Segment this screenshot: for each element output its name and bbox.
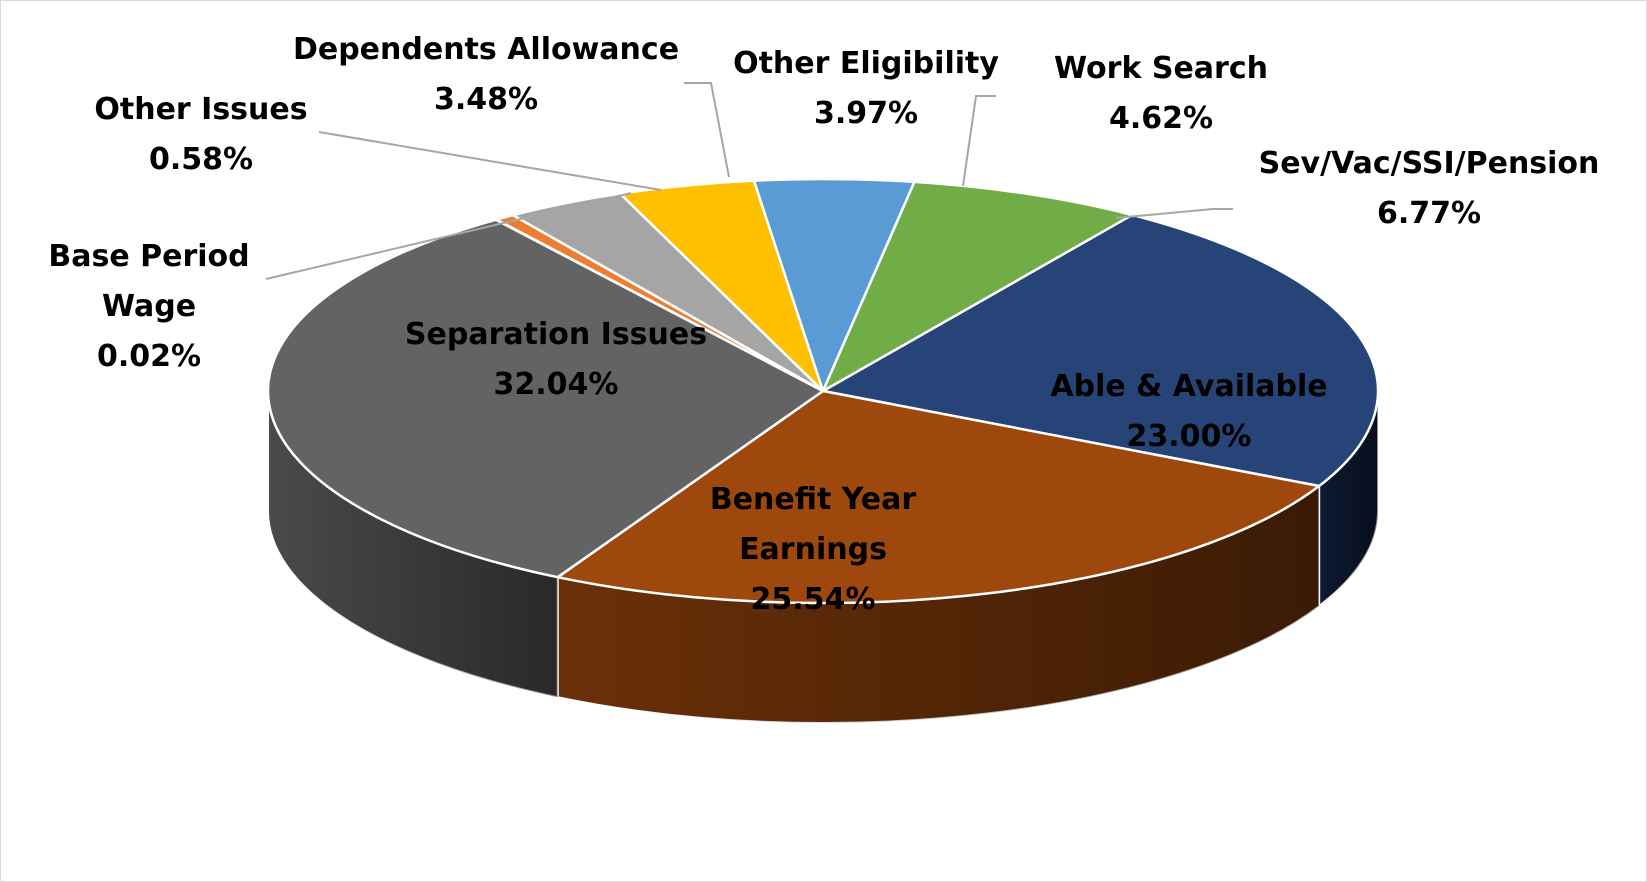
data-label-name: Work Search [1054, 51, 1268, 86]
data-label-value: 0.02% [97, 339, 201, 374]
data-label-name: Sev/Vac/SSI/Pension [1259, 146, 1600, 181]
leader-lines [265, 82, 1233, 280]
data-label-name: Base Period [48, 239, 249, 274]
data-label-able-and-available: Able & Available 23.00% [1050, 369, 1327, 454]
side-wall-shade-able-and-available [1319, 391, 1379, 607]
data-label-dependents-allowance: Dependents Allowance 3.48% [293, 32, 679, 117]
data-label-value: 25.54% [751, 582, 876, 617]
data-label-value: 3.48% [434, 82, 538, 117]
slice-sev-vac-ssi-pension[interactable] [821, 180, 1134, 393]
data-label-value: 6.77% [1377, 196, 1481, 231]
data-label-value: 23.00% [1127, 419, 1252, 454]
data-label-name: Other Eligibility [733, 46, 999, 81]
data-label-sev-vac-ssi-pension: Sev/Vac/SSI/Pension 6.77% [1259, 146, 1600, 231]
data-label-other-eligibility: Other Eligibility 3.97% [733, 46, 999, 131]
leader-line-base-period-wage [265, 192, 632, 280]
leader-line-other-issues [318, 131, 662, 191]
data-label-separation-issues: Separation Issues 32.04% [405, 317, 707, 402]
leader-line-other-eligibility [962, 95, 996, 187]
data-label-value: 3.97% [814, 96, 918, 131]
slice-separation-issues[interactable] [266, 218, 825, 579]
leader-line-sev-vac-ssi-pension [1115, 208, 1233, 219]
data-label-other-issues: Other Issues 0.58% [94, 92, 307, 177]
side-wall-shade-separation-issues [268, 391, 558, 698]
side-wall-shade-benefit-year-earnings [557, 486, 1320, 723]
data-label-value: 0.58% [149, 142, 253, 177]
pie-slices [266, 177, 1380, 605]
slice-work-search[interactable] [752, 177, 916, 393]
data-label-name: Benefit Year [710, 482, 916, 517]
data-label-value: 4.62% [1109, 101, 1213, 136]
data-label-name: Separation Issues [405, 317, 707, 352]
data-label-name: Wage [102, 289, 196, 324]
pie-side-walls [267, 390, 1379, 724]
data-label-name: Able & Available [1050, 369, 1327, 404]
data-label-name: Earnings [739, 532, 887, 567]
data-label-value: 32.04% [494, 367, 619, 402]
data-label-name: Other Issues [94, 92, 307, 127]
leader-line-dependents-allowance [684, 82, 730, 178]
data-label-work-search: Work Search 4.62% [1054, 51, 1268, 136]
data-label-benefit-year-earnings: Benefit Year Earnings 25.54% [710, 482, 916, 617]
data-label-base-period-wage: Base Period Wage 0.02% [48, 239, 249, 374]
data-labels: Able & Available 23.00% Benefit Year Earnin… [48, 32, 1599, 617]
data-label-name: Dependents Allowance [293, 32, 679, 67]
slice-able-and-available[interactable] [821, 213, 1380, 488]
